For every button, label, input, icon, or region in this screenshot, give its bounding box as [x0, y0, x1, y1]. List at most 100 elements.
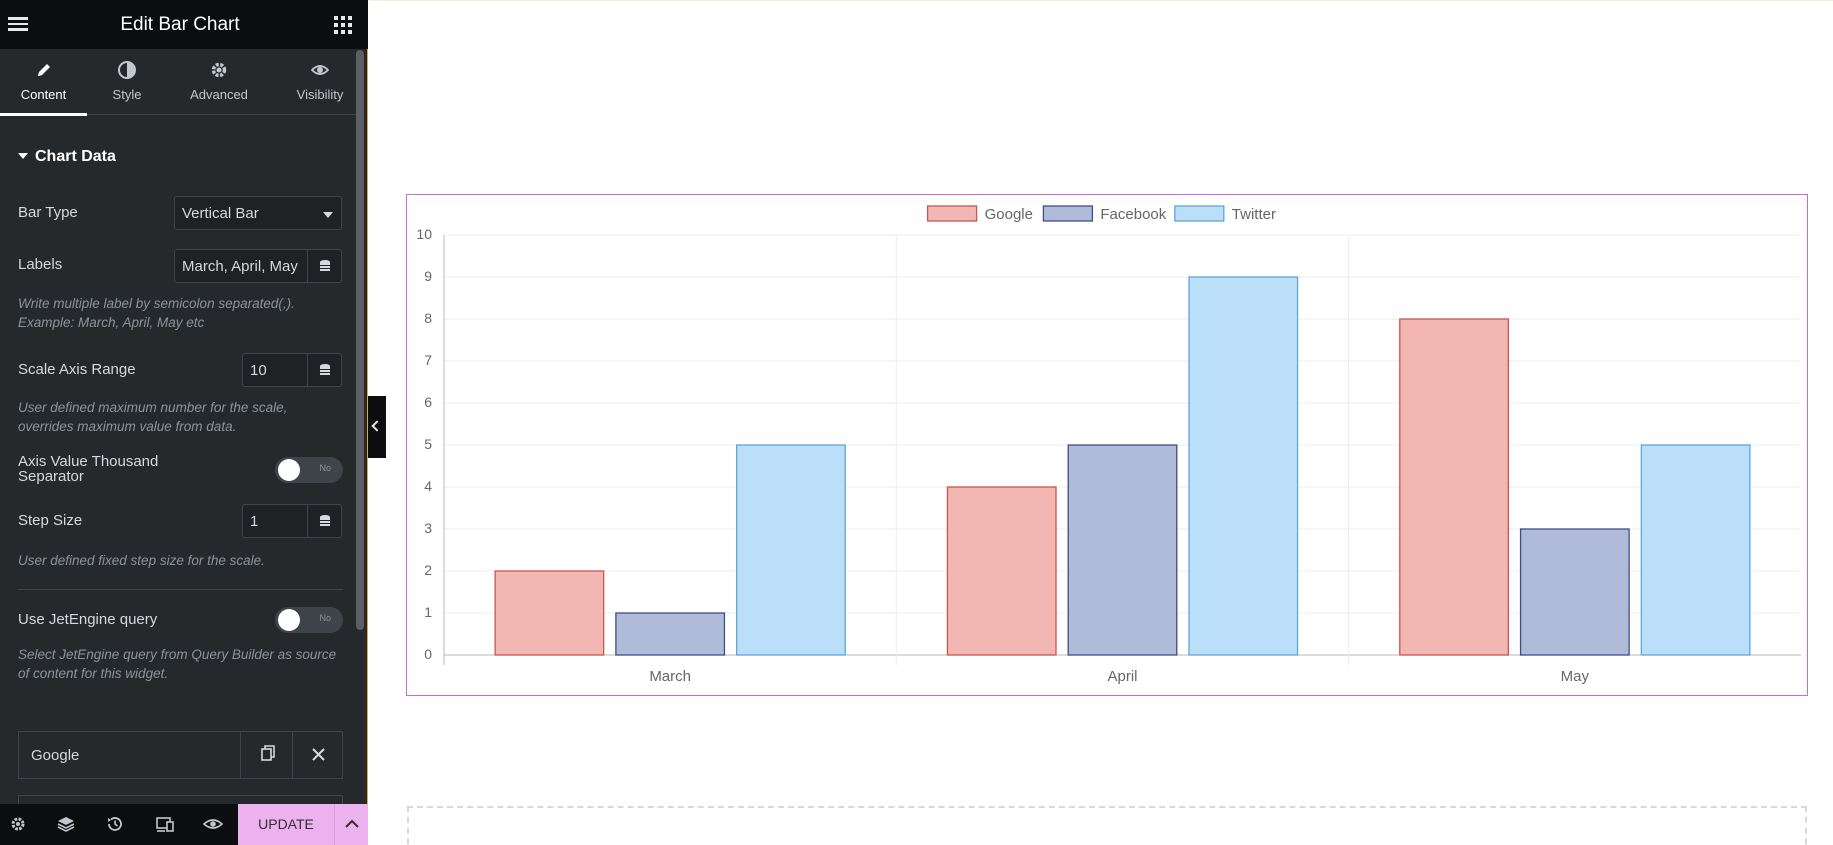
jetengine-toggle[interactable]: No	[275, 607, 343, 633]
x-tick-label: April	[1107, 668, 1137, 685]
tab-content-label: Content	[20, 87, 67, 102]
tab-content[interactable]: Content	[0, 49, 87, 116]
bar-facebook-april	[1067, 444, 1178, 656]
panel-scrollbar[interactable]	[356, 50, 364, 630]
panel-tabs: Content Style Advanced Visibility	[0, 49, 360, 116]
y-tick-label: 2	[424, 562, 432, 578]
labels-input[interactable]	[174, 249, 308, 283]
jetengine-help-2: of content for this widget.	[18, 666, 169, 681]
section-title: Chart Data	[35, 148, 116, 165]
collapse-panel-button[interactable]	[368, 396, 386, 458]
eye-icon	[280, 60, 360, 80]
scale-axis-range-input[interactable]	[242, 353, 308, 387]
labels-help-2: Example: March, April, May etc	[18, 315, 205, 330]
legend-swatch-facebook	[1042, 205, 1094, 222]
settings-gear-icon[interactable]	[7, 814, 29, 834]
bar-facebook-may	[1519, 528, 1630, 656]
canvas-top-edge	[369, 0, 1833, 1]
legend-swatch-google	[926, 205, 978, 222]
bar-google-april	[946, 486, 1057, 656]
toggle-state-label: No	[319, 463, 331, 473]
dynamic-tags-button[interactable]	[308, 504, 342, 538]
bar-type-select[interactable]: Vertical Bar	[174, 196, 342, 230]
chevron-up-icon	[345, 819, 359, 828]
step-size-input[interactable]	[242, 504, 308, 538]
toggle-knob	[278, 459, 300, 481]
thousand-separator-toggle[interactable]: No	[275, 457, 343, 483]
widgets-grid-icon[interactable]	[334, 16, 352, 34]
thousand-separator-label-line2: Separator	[18, 468, 84, 485]
tab-advanced-label: Advanced	[190, 87, 248, 102]
close-icon	[312, 748, 325, 761]
x-tick-label: May	[1561, 668, 1590, 685]
panel-title: Edit Bar Chart	[120, 14, 240, 35]
duplicate-button[interactable]	[240, 732, 292, 778]
repeater-item	[18, 795, 343, 805]
editor-panel: Edit Bar Chart Content Style Advance	[0, 0, 368, 845]
tab-style-label: Style	[112, 87, 142, 102]
bar-twitter-march	[736, 444, 846, 656]
tab-visibility-label: Visibility	[296, 87, 344, 102]
labels-help-1: Write multiple label by semicolon separa…	[18, 296, 295, 311]
scale-axis-help-1: User defined maximum number for the scal…	[18, 400, 288, 415]
thousand-separator-label-line1: Axis Value Thousand	[18, 453, 159, 470]
layers-icon[interactable]	[55, 814, 77, 834]
bar-type-value: Vertical Bar	[182, 205, 259, 222]
y-tick-label: 4	[424, 478, 432, 494]
copy-icon	[261, 745, 275, 761]
y-tick-label: 9	[424, 268, 432, 284]
responsive-mode-icon[interactable]	[154, 814, 176, 834]
toggle-state-label: No	[319, 613, 331, 623]
chevron-down-icon	[323, 212, 333, 218]
y-tick-label: 5	[424, 436, 432, 452]
tab-visibility[interactable]: Visibility	[280, 49, 360, 115]
jetengine-help-1: Select JetEngine query from Query Builde…	[18, 647, 337, 662]
bar-twitter-april	[1188, 276, 1299, 656]
dynamic-tags-button[interactable]	[308, 249, 342, 283]
bar-chart: 0 1 2 3 4 5 6 7 8 9 10 March April May Google Facebook T…	[416, 205, 1801, 685]
update-button[interactable]: UPDATE	[238, 804, 334, 845]
thousand-separator-label: Axis Value Thousand Separator	[18, 454, 158, 484]
hamburger-menu-icon[interactable]	[8, 14, 30, 34]
bar-google-may	[1399, 318, 1509, 656]
gear-icon	[178, 60, 260, 80]
bar-twitter-may	[1640, 444, 1751, 656]
bar-google-march	[494, 570, 605, 656]
legend-swatch-twitter	[1174, 205, 1225, 222]
update-options-button[interactable]	[334, 804, 368, 845]
tab-style[interactable]: Style	[87, 49, 167, 115]
pencil-icon	[0, 60, 87, 80]
scale-axis-range-label: Scale Axis Range	[18, 361, 136, 378]
bar-chart-widget[interactable]: 0 1 2 3 4 5 6 7 8 9 10 March April May Google Facebook T…	[406, 194, 1808, 696]
step-size-help: User defined fixed step size for the sca…	[18, 553, 265, 568]
repeater-item-title[interactable]: Google	[31, 747, 80, 764]
empty-section-dropzone[interactable]	[407, 806, 1807, 845]
database-icon	[320, 260, 330, 271]
panel-header: Edit Bar Chart	[0, 0, 368, 49]
repeater-item: Google	[18, 731, 343, 779]
section-toggle-chart-data[interactable]: Chart Data	[18, 148, 116, 166]
y-tick-label: 7	[424, 352, 432, 368]
history-icon[interactable]	[104, 814, 126, 834]
remove-button[interactable]	[292, 732, 343, 778]
half-circle-icon	[87, 60, 167, 80]
section-divider	[18, 589, 343, 590]
legend-label-twitter: Twitter	[1232, 206, 1276, 223]
labels-label: Labels	[18, 256, 63, 273]
y-tick-label: 3	[424, 520, 432, 536]
toggle-knob	[278, 609, 300, 631]
scale-axis-help-2: overrides maximum value from data.	[18, 419, 237, 434]
jetengine-label: Use JetEngine query	[18, 611, 158, 628]
x-tick-label: March	[649, 668, 691, 685]
y-tick-label: 6	[424, 394, 432, 410]
bar-facebook-march	[615, 612, 726, 656]
y-tick-label: 0	[424, 646, 432, 662]
preview-eye-icon[interactable]	[202, 814, 224, 834]
dynamic-tags-button[interactable]	[308, 353, 342, 387]
tab-advanced[interactable]: Advanced	[178, 49, 260, 115]
database-icon	[320, 364, 330, 375]
y-tick-label: 10	[416, 226, 432, 242]
bar-type-label: Bar Type	[18, 204, 78, 221]
caret-down-icon	[18, 153, 28, 159]
